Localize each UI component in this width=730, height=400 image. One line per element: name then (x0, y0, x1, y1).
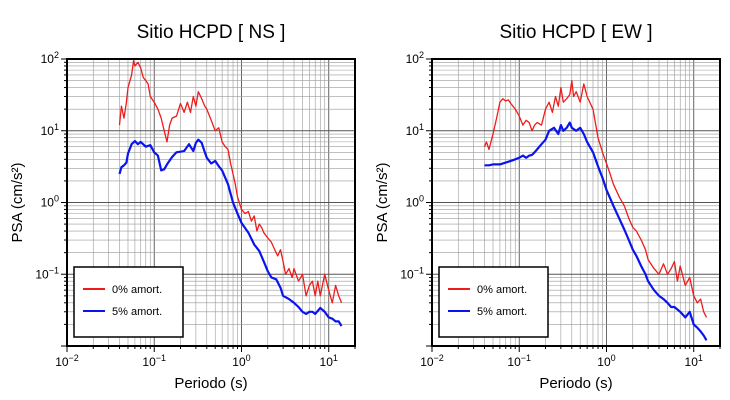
legend-label: 0% amort. (112, 284, 162, 296)
legend-box (73, 266, 184, 338)
ticks (426, 58, 721, 352)
x-tick-label: 10−2 (420, 353, 444, 369)
legend-label: 0% amort. (477, 284, 527, 296)
series-group (118, 59, 343, 327)
series-line-damping-0 (118, 59, 343, 304)
x-tick-label: 10−1 (507, 353, 531, 369)
x-tick-label: 101 (685, 353, 703, 369)
x-axis-label: Periodo (s) (539, 375, 612, 392)
x-tick-label: 100 (232, 353, 250, 369)
x-tick-label: 100 (597, 353, 615, 369)
y-axis-label: PSA (cm/s²) (374, 162, 391, 242)
series-line-damping-5 (484, 121, 708, 341)
y-tick-label: 101 (406, 122, 424, 138)
chart-title: Sitio HCPD [ NS ] (137, 22, 286, 43)
legend: 0% amort. 5% amort. (73, 266, 184, 338)
chart-panel-1: 10−2 10−1 100 101 10−1 100 101 102 Sitio HCPD [ … (9, 22, 356, 392)
x-tick-label: 101 (320, 353, 338, 369)
legend: 0% amort. 5% amort. (438, 266, 549, 338)
y-axis-label: PSA (cm/s²) (9, 162, 26, 242)
y-tick-label: 102 (41, 50, 59, 66)
x-axis-label: Periodo (s) (174, 375, 247, 392)
legend-box (438, 266, 549, 338)
x-tick-label: 10−2 (55, 353, 79, 369)
ticks (61, 58, 356, 352)
x-tick-label: 10−1 (142, 353, 166, 369)
y-tick-label: 100 (41, 194, 59, 210)
legend-label: 5% amort. (477, 306, 527, 318)
y-tick-label: 101 (41, 122, 59, 138)
chart-panel-2: 10−2 10−1 100 101 10−1 100 101 102 Sitio HCPD [ … (374, 22, 721, 392)
series-line-damping-0 (483, 79, 708, 318)
y-tick-label: 10−1 (400, 265, 424, 281)
series-line-damping-5 (118, 138, 343, 327)
grid (67, 59, 355, 346)
legend-label: 5% amort. (112, 306, 162, 318)
y-tick-label: 100 (406, 194, 424, 210)
series-group (483, 79, 708, 341)
chart-title: Sitio HCPD [ EW ] (499, 22, 652, 43)
y-tick-label: 102 (406, 50, 424, 66)
y-tick-label: 10−1 (35, 265, 59, 281)
